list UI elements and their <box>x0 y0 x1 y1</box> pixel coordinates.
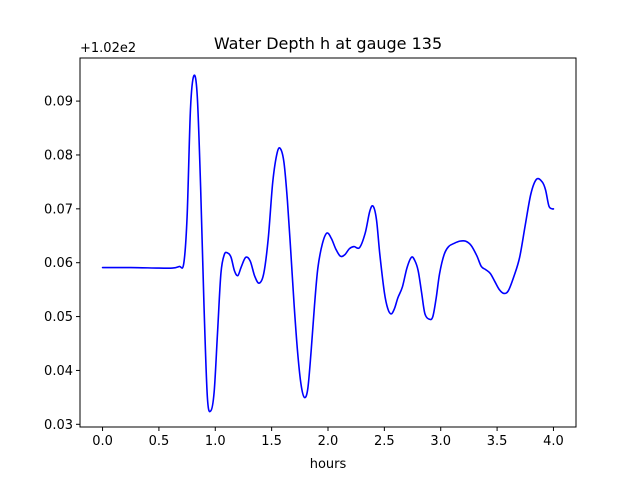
chart-title: Water Depth h at gauge 135 <box>214 34 442 53</box>
x-tick-label: 1.5 <box>261 434 282 449</box>
x-tick-label: 2.0 <box>318 434 339 449</box>
y-tick-label: 0.06 <box>44 256 73 271</box>
y-tick-label: 0.07 <box>44 202 73 217</box>
y-tick-label: 0.04 <box>44 364 73 379</box>
x-tick-label: 2.5 <box>374 434 395 449</box>
y-tick-label: 0.03 <box>44 418 73 433</box>
x-axis-ticks: 0.0 0.5 1.0 1.5 2.0 2.5 3.0 3.5 4.0 <box>92 427 564 449</box>
y-tick-label: 0.05 <box>44 310 73 325</box>
x-tick-label: 0.0 <box>92 434 113 449</box>
series-line-water-depth <box>101 74 555 413</box>
x-tick-label: 1.0 <box>205 434 226 449</box>
y-tick-label: 0.09 <box>44 95 73 110</box>
y-offset-label: +1.02e2 <box>80 41 136 56</box>
plot-frame <box>79 57 577 428</box>
x-tick-label: 3.0 <box>430 434 451 449</box>
x-axis-label: hours <box>310 457 347 472</box>
y-axis-ticks: 0.03 0.04 0.05 0.06 0.07 0.08 0.09 <box>44 95 80 433</box>
x-tick-label: 0.5 <box>149 434 170 449</box>
x-tick-label: 3.5 <box>487 434 508 449</box>
y-tick-label: 0.08 <box>44 148 73 163</box>
x-tick-label: 4.0 <box>543 434 564 449</box>
